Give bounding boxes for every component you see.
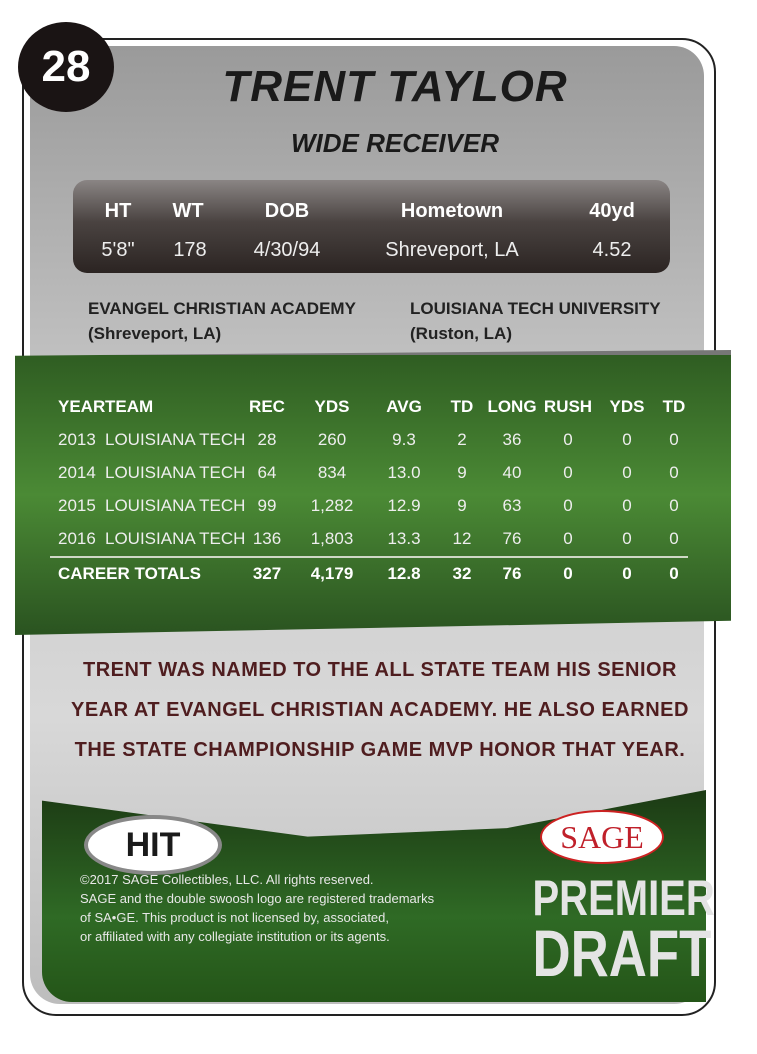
sage-logo: SAGE xyxy=(540,810,664,864)
high-school-location: (Shreveport, LA) xyxy=(88,324,222,343)
high-school: EVANGEL CHRISTIAN ACADEMY (Shreveport, L… xyxy=(88,296,356,346)
card-number: 28 xyxy=(18,22,114,112)
draft-logo-text: DRAFT xyxy=(532,916,712,990)
college-name: LOUISIANA TECH UNIVERSITY xyxy=(410,299,661,318)
high-school-name: EVANGEL CHRISTIAN ACADEMY xyxy=(88,299,356,318)
hit-logo: HIT xyxy=(84,815,222,875)
college: LOUISIANA TECH UNIVERSITY (Ruston, LA) xyxy=(410,296,661,346)
college-location: (Ruston, LA) xyxy=(410,324,512,343)
player-name: TRENT TAYLOR xyxy=(222,62,568,111)
legal-line: ©2017 SAGE Collectibles, LLC. All rights… xyxy=(80,872,374,887)
stats-band xyxy=(15,350,731,635)
player-position: WIDE RECEIVER xyxy=(290,128,500,158)
legal-text: ©2017 SAGE Collectibles, LLC. All rights… xyxy=(80,870,434,946)
blurb-line: THE STATE CHAMPIONSHIP GAME MVP HONOR TH… xyxy=(74,739,686,761)
bio-table xyxy=(73,180,670,273)
player-blurb: TRENT WAS NAMED TO THE ALL STATE TEAM HI… xyxy=(40,650,720,770)
blurb-line: TRENT WAS NAMED TO THE ALL STATE TEAM HI… xyxy=(82,659,677,681)
blurb-line: YEAR AT EVANGEL CHRISTIAN ACADEMY. HE AL… xyxy=(71,699,689,721)
totals-divider xyxy=(50,556,688,558)
legal-line: or affiliated with any collegiate instit… xyxy=(80,929,390,944)
legal-line: SAGE and the double swoosh logo are regi… xyxy=(80,891,435,906)
legal-line: of SA•GE. This product is not licensed b… xyxy=(80,910,390,925)
